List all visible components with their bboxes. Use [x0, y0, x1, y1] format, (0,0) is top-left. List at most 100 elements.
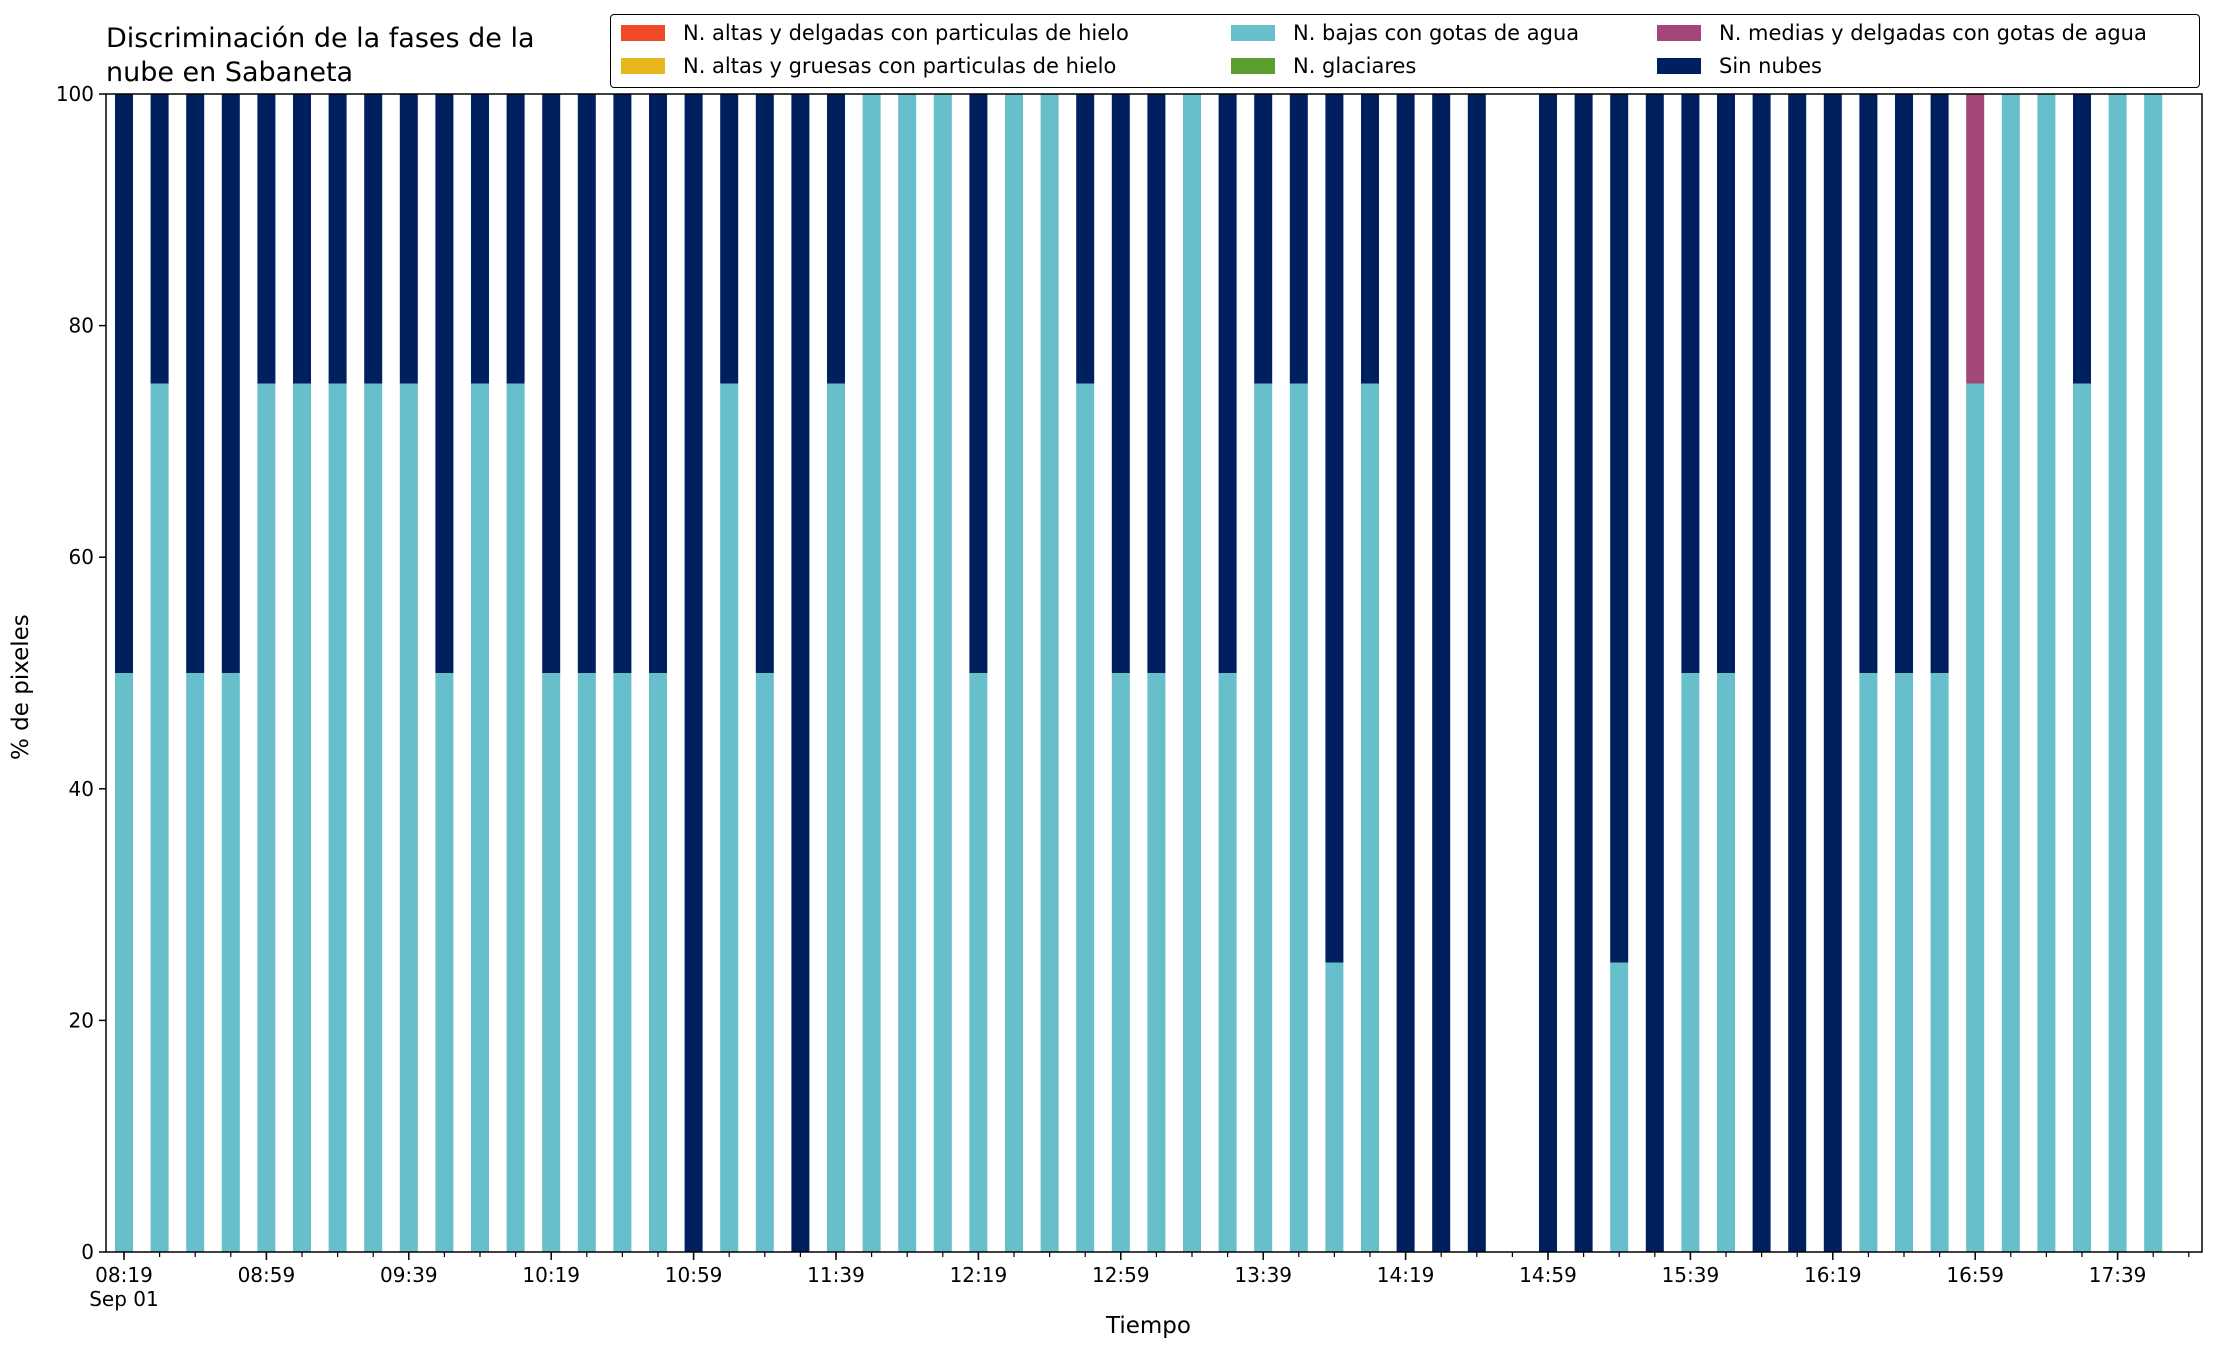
x-tick-label-8: 09:39	[380, 1263, 438, 1287]
bar-6-series-2	[328, 383, 347, 1252]
x-tick-label-4: 08:59	[238, 1263, 296, 1287]
bar-18-series-2	[755, 673, 774, 1252]
legend-swatch-1	[621, 58, 665, 74]
bar-50-series-5	[1895, 94, 1913, 673]
bar-51-series-5	[1930, 94, 1949, 673]
bar-23-series-2	[933, 94, 952, 1252]
x-tick-label-44: 15:39	[1662, 1263, 1720, 1287]
x-tick-label-28: 12:59	[1092, 1263, 1150, 1287]
chart-title: Discriminación de la fases de la nube en…	[106, 23, 535, 88]
legend-swatch-5	[1657, 58, 1701, 74]
legend-item-2: N. bajas con gotas de agua	[1231, 21, 1579, 45]
bar-20-series-2	[827, 383, 845, 1252]
x-tick-label-48: 16:19	[1804, 1263, 1862, 1287]
bar-45-series-2	[1717, 673, 1735, 1252]
legend-swatch-3	[1231, 58, 1275, 74]
legend-label-3: N. glaciares	[1293, 54, 1417, 78]
x-tick-label-20: 11:39	[807, 1263, 865, 1287]
legend-label-1: N. altas y gruesas con particulas de hie…	[683, 54, 1117, 78]
bar-52-series-2	[1966, 383, 1985, 1252]
bar-0-series-5	[115, 94, 133, 673]
legend-swatch-4	[1657, 25, 1701, 41]
bar-1-series-5	[150, 94, 169, 384]
bar-45-series-5	[1717, 94, 1735, 673]
y-tick-label-60: 60	[69, 545, 94, 569]
bar-11-series-2	[506, 383, 525, 1252]
bar-8-series-5	[399, 94, 418, 384]
y-axis-label: % de pixeles	[8, 614, 34, 760]
bar-37-series-5	[1432, 94, 1451, 1252]
bar-36-series-5	[1396, 94, 1415, 1252]
bar-13-series-2	[577, 673, 596, 1252]
legend-label-2: N. bajas con gotas de agua	[1293, 21, 1580, 45]
bar-54-series-2	[2037, 94, 2056, 1252]
bar-33-series-5	[1289, 94, 1308, 384]
legend-label-5: Sin nubes	[1719, 54, 1822, 78]
bar-48-series-5	[1823, 94, 1842, 1252]
y-tick-label-20: 20	[69, 1008, 94, 1032]
legend-swatch-0	[621, 25, 665, 41]
bar-9-series-2	[435, 673, 454, 1252]
bar-10-series-5	[471, 94, 489, 384]
bar-34-series-2	[1325, 962, 1344, 1252]
bar-47-series-5	[1788, 94, 1807, 1252]
bar-35-series-5	[1361, 94, 1379, 384]
bar-0-series-2	[115, 673, 133, 1252]
bar-12-series-5	[542, 94, 561, 673]
x-tick-label-36: 14:19	[1377, 1263, 1435, 1287]
bar-5-series-2	[293, 383, 311, 1252]
bar-4-series-2	[257, 383, 276, 1252]
bar-51-series-2	[1930, 673, 1949, 1252]
bar-46-series-5	[1752, 94, 1771, 1252]
legend-swatch-2	[1231, 25, 1275, 41]
bar-3-series-2	[221, 673, 240, 1252]
bar-52-series-4	[1966, 94, 1985, 384]
bar-17-series-5	[720, 94, 739, 384]
bar-12-series-2	[542, 673, 561, 1252]
bar-13-series-5	[577, 94, 596, 673]
bar-14-series-2	[613, 673, 632, 1252]
bar-31-series-5	[1218, 94, 1237, 673]
bar-55-series-5	[2073, 94, 2091, 384]
legend-item-4: N. medias y delgadas con gotas de agua	[1657, 21, 2147, 45]
bar-3-series-5	[221, 94, 240, 673]
bar-21-series-2	[862, 94, 881, 1252]
bar-41-series-5	[1574, 94, 1593, 1252]
legend-item-1: N. altas y gruesas con particulas de hie…	[621, 54, 1116, 78]
bar-30-series-2	[1183, 94, 1201, 1252]
bar-32-series-5	[1254, 94, 1273, 384]
bar-4-series-5	[257, 94, 276, 384]
bars-layer	[115, 94, 2163, 1252]
bar-17-series-2	[720, 383, 739, 1252]
legend: N. altas y delgadas con particulas de hi…	[610, 14, 2200, 88]
bar-32-series-2	[1254, 383, 1273, 1252]
y-tick-label-100: 100	[56, 82, 94, 106]
y-tick-label-80: 80	[69, 314, 94, 338]
bar-42-series-2	[1610, 962, 1629, 1252]
bar-43-series-5	[1645, 94, 1664, 1252]
bar-28-series-2	[1111, 673, 1130, 1252]
bar-28-series-5	[1111, 94, 1130, 673]
bar-15-series-5	[649, 94, 667, 673]
y-tick-label-40: 40	[69, 777, 94, 801]
legend-label-0: N. altas y delgadas con particulas de hi…	[683, 21, 1129, 45]
bar-2-series-5	[186, 94, 205, 673]
bar-20-series-5	[827, 94, 845, 384]
x-tick-label-56: 17:39	[2089, 1263, 2147, 1287]
bar-11-series-5	[506, 94, 525, 384]
x-tick-label-32: 13:39	[1234, 1263, 1292, 1287]
x-tick-label-0: 08:19	[95, 1263, 153, 1287]
bar-22-series-2	[898, 94, 917, 1252]
x-tick-label-52: 16:59	[1946, 1263, 2004, 1287]
bar-55-series-2	[2073, 383, 2091, 1252]
bar-2-series-2	[186, 673, 205, 1252]
bar-29-series-5	[1147, 94, 1166, 673]
x-tick-label-40: 14:59	[1519, 1263, 1577, 1287]
x-axis-label: Tiempo	[1106, 1313, 1191, 1339]
bar-31-series-2	[1218, 673, 1237, 1252]
bar-9-series-5	[435, 94, 454, 673]
bar-6-series-5	[328, 94, 347, 384]
bar-38-series-5	[1467, 94, 1486, 1252]
